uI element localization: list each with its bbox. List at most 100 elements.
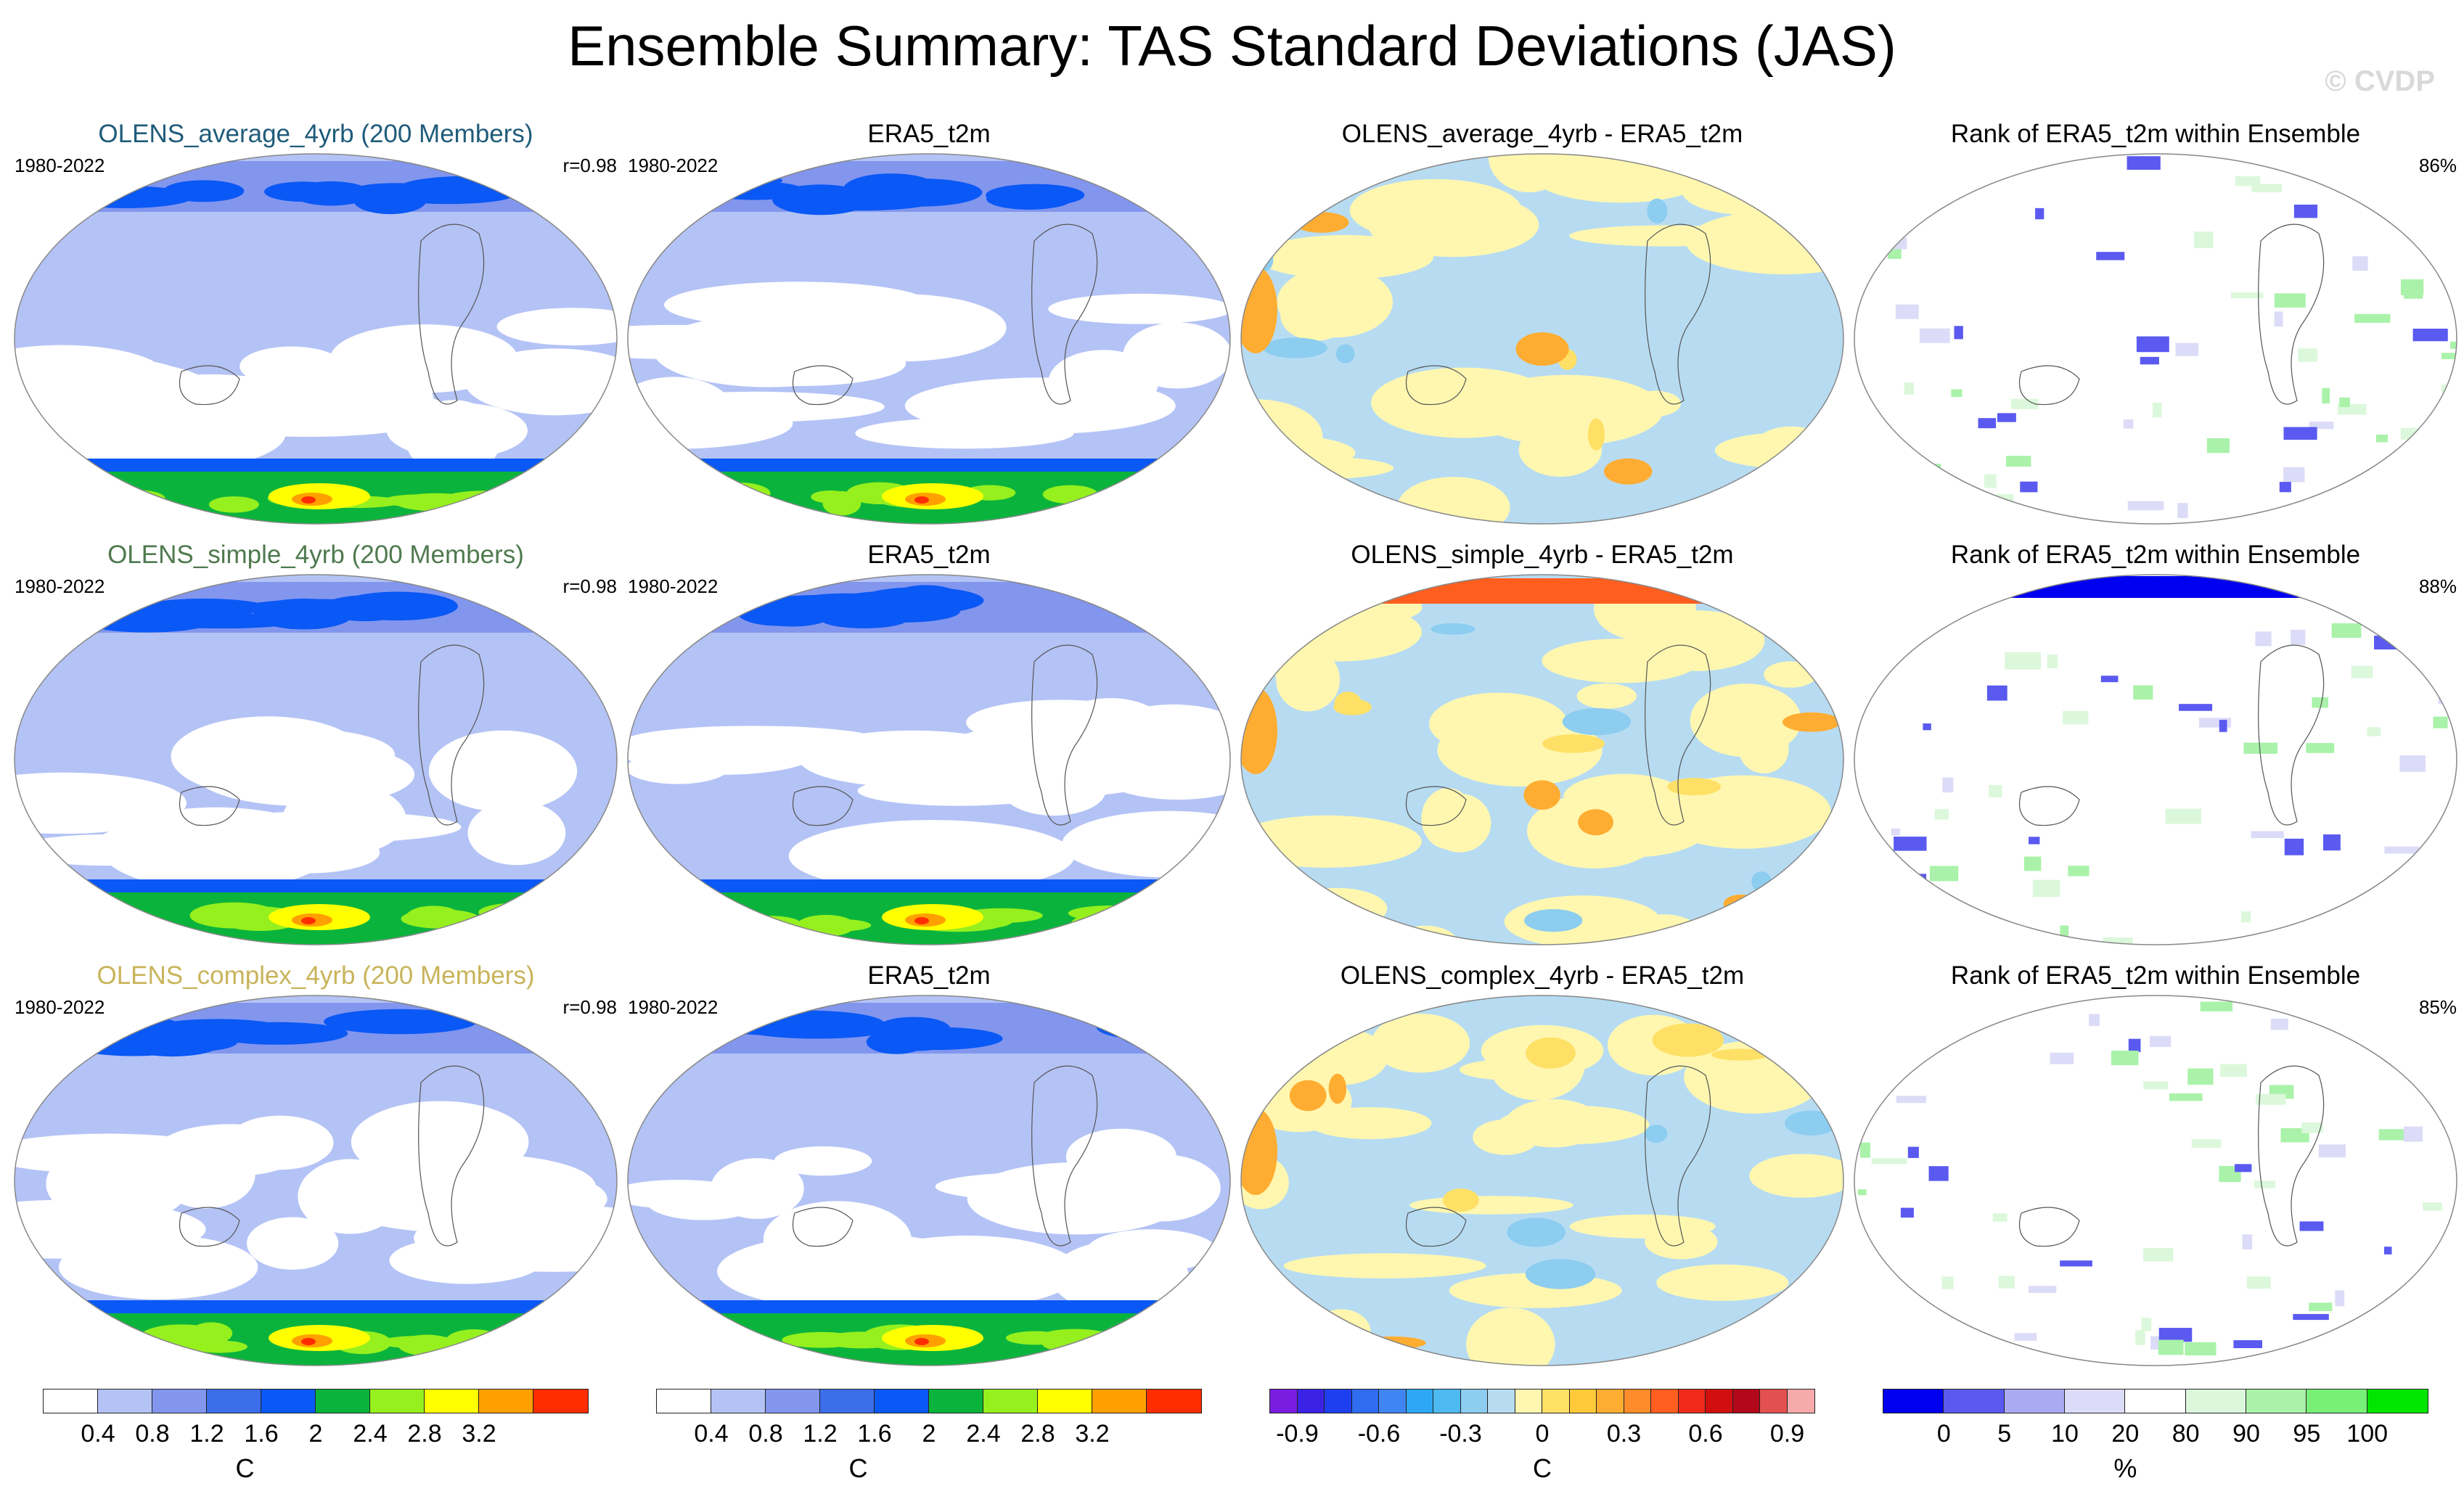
diff-strong-patch [1667, 778, 1722, 796]
panel-title: OLENS_average_4yrb (200 Members) [98, 120, 533, 148]
sd-low-patch [1105, 704, 1230, 756]
rank-cell [2127, 156, 2161, 171]
sd-north-high [399, 176, 546, 199]
colorbar-tick-label: -0.6 [1357, 1420, 1401, 1448]
diff-pos-patch [1542, 639, 1700, 684]
rank-cell [2060, 925, 2069, 936]
diff-pos-patch [1777, 998, 1843, 1030]
rank-cell [2354, 913, 2370, 920]
colorbar-rank: 0 5 10 20 80 90 95 100% [1882, 1389, 2428, 1484]
colorbar-tick-label: 3.2 [462, 1420, 496, 1448]
rank-background [1854, 575, 2457, 945]
diff-strong-patch [1515, 332, 1569, 366]
rank-cell [1942, 777, 1954, 793]
rank-cell [2133, 685, 2153, 700]
coastline-australia [179, 365, 240, 406]
colorbar-tick-label: 0 [1535, 1420, 1550, 1448]
colorbar-box [874, 1389, 930, 1413]
rank-cell [2220, 1064, 2247, 1077]
colorbar-tick-label: 0.4 [81, 1420, 115, 1448]
rank-cell [2246, 1276, 2271, 1289]
rank-cell [2158, 1328, 2193, 1342]
diff-pos-patch [1473, 1119, 1539, 1155]
colorbar-box [983, 1389, 1039, 1413]
diff-pos-patch [1409, 1196, 1573, 1215]
sd-north-high [730, 1010, 885, 1038]
rank-cell [1941, 1276, 1954, 1289]
diff-pos-patch [1277, 266, 1393, 338]
diff-strong-patch [1358, 1336, 1426, 1350]
colorbar-box [1623, 1389, 1652, 1413]
sd-low-patch [386, 403, 528, 459]
map-border [1240, 574, 1844, 945]
colorbar-tick-label: 2.4 [353, 1420, 388, 1448]
rank-cell [2407, 1309, 2420, 1321]
rank-cell [1930, 918, 1957, 927]
sd-south-red [301, 1338, 316, 1345]
sd-low-patch [967, 1162, 1186, 1235]
rank-cell [2378, 1129, 2404, 1141]
panel-stat: 86% [2418, 155, 2457, 176]
diff-pos-patch [1256, 234, 1433, 279]
sd-south-lime [412, 910, 451, 923]
diff-strong-patch [1264, 168, 1298, 190]
diff-pos-patch [1429, 692, 1568, 755]
diff-strong-patch [1587, 418, 1605, 451]
diff-pos-patch [1392, 925, 1459, 945]
rank-cell [2035, 208, 2045, 220]
coastline-americas [1031, 644, 1098, 826]
diff-pos-patch [1396, 477, 1510, 524]
diff-strong-patch [1507, 1218, 1565, 1247]
rank-cell [1908, 912, 1931, 922]
panel-stat: r=0.98 [562, 575, 617, 597]
sd-low-patch [1048, 293, 1230, 324]
rank-cell [2403, 1126, 2423, 1142]
rank-cell [2383, 898, 2394, 906]
panel-stat: 88% [2418, 575, 2457, 597]
diff-strong-patch [1542, 734, 1605, 753]
colorbar-box [765, 1389, 821, 1413]
rank-cell [2384, 846, 2420, 854]
diff-pos-patch [1241, 456, 1393, 480]
rank-cell [2449, 341, 2457, 349]
rank-cell [2149, 1035, 2172, 1048]
map-panel-4 [1854, 153, 2457, 525]
diff-pos-patch [1749, 1154, 1843, 1198]
colorbar-box [533, 1389, 589, 1413]
rank-cell [2293, 1313, 2329, 1321]
map-border [1854, 574, 2457, 945]
colorbar-tick-label: 2 [922, 1420, 936, 1448]
coastline-americas [1031, 1065, 1098, 1247]
colorbar-box [261, 1389, 316, 1413]
rank-cell [1929, 866, 1959, 882]
rank-cell [1864, 1324, 1896, 1331]
rank-cell [1920, 464, 1941, 472]
map-panel-3 [1240, 153, 1844, 525]
sd-low-patch [717, 1233, 989, 1310]
rank-cell [1989, 784, 2002, 798]
sd-south-lime [469, 1337, 554, 1356]
rank-cell [2243, 742, 2278, 754]
rank-cell [2435, 1347, 2457, 1363]
coastline-americas [418, 644, 485, 826]
rank-cell [2010, 398, 2039, 409]
rank-cell [2235, 176, 2261, 186]
panel-period: 1980-2022 [15, 155, 105, 176]
diff-strong-patch [1645, 1125, 1668, 1144]
sd-south-lime [441, 493, 543, 506]
colorbar-box [1487, 1389, 1516, 1413]
rank-cell [1997, 413, 2016, 422]
colorbar-tick-label: 90 [2232, 1420, 2260, 1448]
colorbar-tick-label: -0.3 [1439, 1420, 1482, 1448]
rank-cell [2437, 502, 2457, 509]
sd-low-patch [695, 340, 906, 387]
coastline-australia [2018, 786, 2080, 826]
rank-cell [1862, 890, 1889, 897]
colorbar-tick-label: 0.8 [135, 1420, 170, 1448]
panel-title: ERA5_t2m [867, 541, 991, 569]
rank-cell [2404, 290, 2423, 299]
rank-cell [2322, 834, 2341, 851]
rank-cell [1919, 328, 1950, 343]
rank-cell [2434, 181, 2457, 192]
panel-period: 1980-2022 [628, 155, 719, 176]
